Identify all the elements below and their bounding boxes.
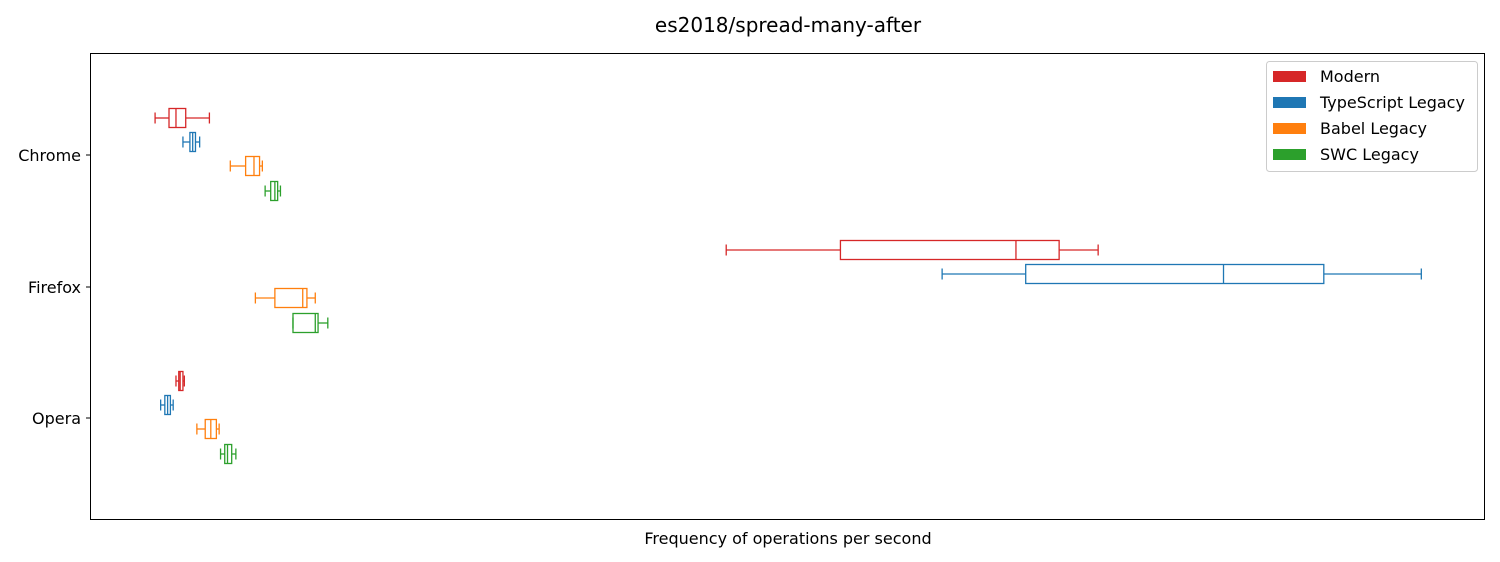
box-swc-legacy-opera <box>219 443 237 465</box>
box-iqr <box>839 239 1060 261</box>
y-tick-label-chrome: Chrome <box>18 146 81 165</box>
box-modern-chrome <box>154 107 211 129</box>
chart-title: es2018/spread-many-after <box>655 13 922 37</box>
legend: Modern TypeScript Legacy Babel Legacy SWC L… <box>1266 61 1478 172</box>
legend-frame <box>1266 61 1478 172</box>
box-iqr <box>274 287 308 309</box>
box-modern-opera <box>175 370 185 392</box>
y-tick-label-opera: Opera <box>32 409 81 428</box>
box-iqr <box>292 312 319 334</box>
box-typescript-legacy-firefox <box>941 263 1422 285</box>
legend-label-babel-legacy: Babel Legacy <box>1320 119 1427 138</box>
box-typescript-legacy-opera <box>159 394 174 416</box>
legend-swatch-swc-legacy <box>1273 149 1306 160</box>
legend-label-typescript-legacy: TypeScript Legacy <box>1319 93 1465 112</box>
box-swc-legacy-firefox <box>292 312 329 334</box>
box-typescript-legacy-chrome <box>182 131 201 153</box>
box-babel-legacy-opera <box>196 418 220 440</box>
box-babel-legacy-chrome <box>229 155 263 177</box>
y-axis: Chrome Firefox Opera <box>18 146 91 428</box>
legend-label-modern: Modern <box>1320 67 1380 86</box>
box-iqr <box>168 107 187 129</box>
y-tick-label-firefox: Firefox <box>28 278 81 297</box>
box-iqr <box>270 180 279 202</box>
box-iqr <box>224 443 233 465</box>
box-swc-legacy-chrome <box>264 180 282 202</box>
box-babel-legacy-firefox <box>254 287 316 309</box>
box-plots <box>154 107 1422 465</box>
legend-swatch-babel-legacy <box>1273 123 1306 134</box>
box-iqr <box>1025 263 1325 285</box>
box-iqr <box>178 370 184 392</box>
legend-swatch-modern <box>1273 71 1306 82</box>
box-iqr <box>244 155 261 177</box>
x-axis-label: Frequency of operations per second <box>644 529 931 548</box>
box-modern-firefox <box>725 239 1099 261</box>
legend-swatch-typescript-legacy <box>1273 97 1306 108</box>
legend-label-swc-legacy: SWC Legacy <box>1320 145 1419 164</box>
